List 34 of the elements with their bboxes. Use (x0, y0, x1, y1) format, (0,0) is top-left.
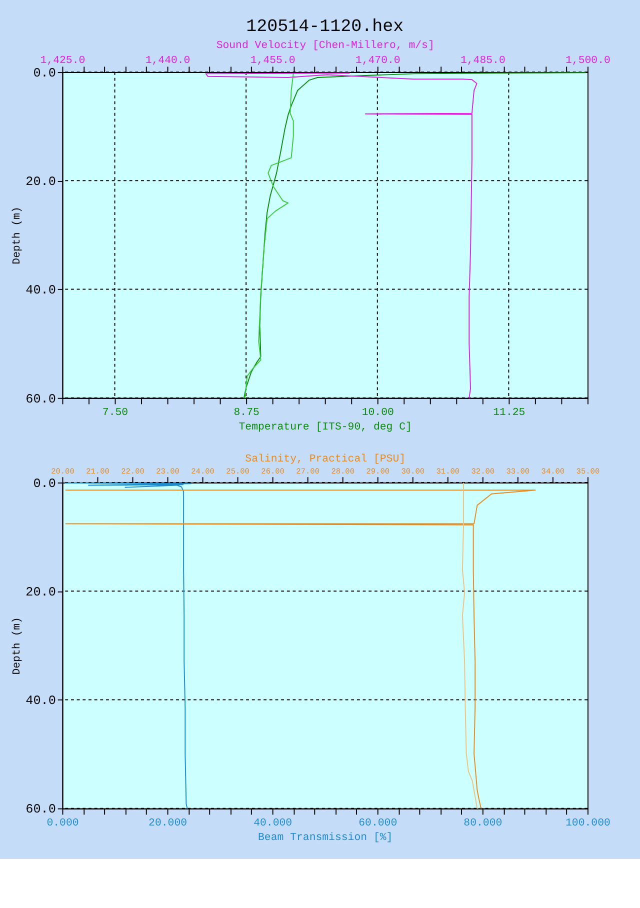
x-tick-label: 100.000 (566, 817, 610, 830)
x-tick-label: 0.000 (46, 817, 79, 830)
line-series (244, 73, 294, 398)
x-tick-label: 80.000 (464, 817, 502, 830)
x2-tick-label: 1,485.0 (460, 54, 506, 67)
y-tick-label: 20.0 (26, 584, 56, 600)
y-tick-label: 0.0 (33, 476, 56, 491)
x-tick-label: 10.00 (362, 406, 394, 419)
x2-tick-label: 1,440.0 (145, 54, 190, 67)
line-series (243, 72, 586, 398)
x2-axis-title: Salinity, Practical [PSU] (245, 454, 406, 466)
x-tick-label: 60.000 (358, 817, 398, 830)
x-tick-label: 7.50 (102, 406, 128, 419)
y-tick-label: 60.0 (26, 391, 56, 406)
y-tick-label: 0.0 (33, 65, 56, 80)
x-tick-label: 20.000 (148, 817, 188, 830)
x-axis-title: Temperature [ITS-90, deg C] (238, 422, 412, 434)
y-tick-label: 40.0 (26, 282, 56, 298)
y-axis-title: Depth (m) (12, 617, 24, 675)
y-axis-title: Depth (m) (12, 206, 24, 264)
line-series (64, 482, 192, 809)
x2-tick-label: 1,455.0 (250, 54, 296, 67)
x-tick-label: 11.25 (493, 406, 526, 419)
x2-axis-title: Sound Velocity [Chen-Millero, m/s] (216, 40, 434, 52)
chart-title: 120514-1120.hex (246, 17, 404, 38)
y-tick-label: 60.0 (26, 802, 56, 817)
y-tick-label: 20.0 (26, 174, 56, 190)
x-axis-title: Beam Transmission [%] (258, 832, 393, 844)
x-tick-label: 40.000 (254, 817, 292, 830)
x2-tick-label: 1,425.0 (40, 54, 86, 67)
y-tick-label: 40.0 (26, 693, 56, 708)
x2-tick-label: 1,500.0 (566, 54, 610, 67)
x2-tick-label: 1,470.0 (355, 54, 400, 67)
x-tick-label: 8.75 (234, 406, 260, 419)
